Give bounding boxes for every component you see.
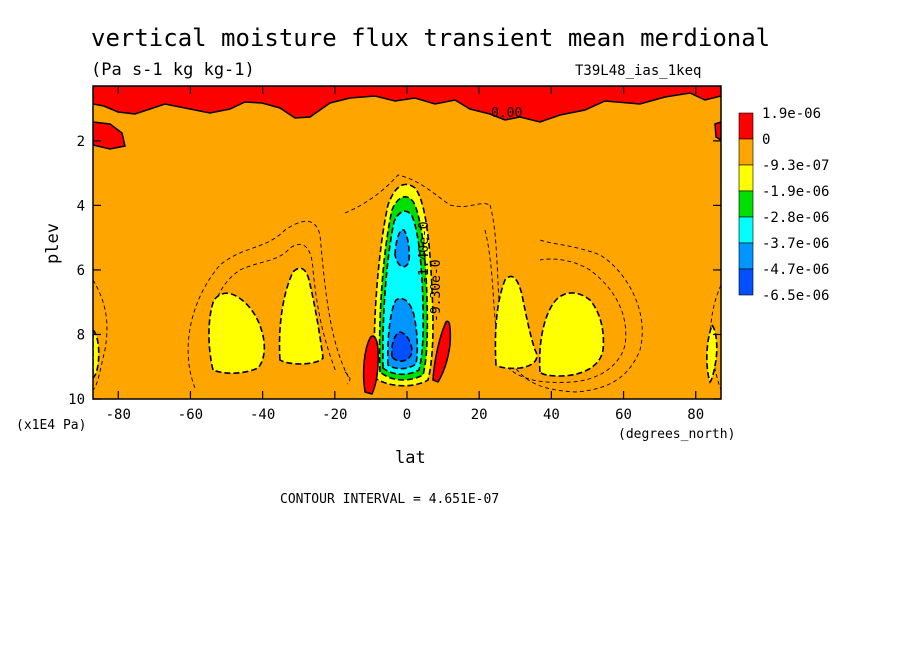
y-units: (x1E4 Pa) [16, 418, 86, 433]
yellow-lobe-right-1 [494, 275, 538, 370]
colorbar-swatch [738, 190, 754, 218]
colorbar-swatch [738, 164, 754, 192]
y-tick-label: 2 [77, 134, 85, 150]
x-axis: -80 -60 -40 -20 0 20 40 60 80 [106, 86, 704, 423]
red-sliver-left [362, 335, 379, 395]
colorbar-label: -3.7e-06 [762, 236, 829, 252]
x-tick-label: 40 [543, 407, 560, 423]
yellow-lobe-left-2 [278, 267, 324, 365]
x-tick-label: -40 [250, 407, 275, 423]
y-tick-label: 8 [77, 327, 85, 343]
x-tick-label: 60 [615, 407, 632, 423]
x-tick-label: -60 [178, 407, 203, 423]
yellow-lobe-right-3 [706, 323, 718, 384]
contour-label-2: -1.40e-0 [417, 221, 432, 284]
contour-label-1: 0.00 [491, 106, 522, 121]
colorbar-label: -6.5e-06 [762, 288, 829, 304]
x-tick-label: 20 [471, 407, 488, 423]
central-jet [373, 183, 434, 387]
x-tick-label: -20 [322, 407, 347, 423]
red-region-top [93, 86, 721, 123]
colorbar: 1.9e-06 0 -9.3e-07 -1.9e-06 -2.8e-06 -3.7e-06… [738, 106, 829, 304]
colorbar-swatch [738, 112, 754, 140]
chart-title: vertical moisture flux transient mean me… [91, 24, 770, 52]
y-tick-label: 4 [77, 198, 85, 214]
x-axis-label: lat [395, 448, 426, 468]
colorbar-label: -4.7e-06 [762, 262, 829, 278]
colorbar-label: -1.9e-06 [762, 184, 829, 200]
red-sliver-right [432, 320, 452, 383]
x-units: (degrees_north) [618, 427, 735, 442]
colorbar-label: -2.8e-06 [762, 210, 829, 226]
x-tick-label: 80 [687, 407, 704, 423]
colorbar-swatch [738, 138, 754, 166]
dataset-label: T39L48_ias_1keq [575, 63, 701, 79]
yellow-lobe-left-1 [208, 292, 266, 374]
colorbar-swatch [738, 268, 754, 296]
chart-units: (Pa s-1 kg kg-1) [91, 60, 255, 80]
contour-label-3: -9.30e-0 [429, 259, 444, 322]
y-axis-label: plev [43, 223, 63, 264]
yellow-lobe-left-edge [93, 328, 100, 380]
colorbar-label: -9.3e-07 [762, 158, 829, 174]
colorbar-label: 1.9e-06 [762, 106, 821, 122]
colorbar-label: 0 [762, 132, 770, 148]
colorbar-swatch [738, 242, 754, 270]
red-region-left [93, 121, 126, 150]
colorbar-swatch [738, 216, 754, 244]
x-tick-label: 0 [403, 407, 411, 423]
yellow-lobe-right-2 [538, 292, 605, 377]
contour-interval: CONTOUR INTERVAL = 4.651E-07 [280, 492, 499, 507]
y-tick-label: 6 [77, 263, 85, 279]
y-axis: 2 4 6 8 10 [68, 134, 721, 408]
contour-field: 0.00 -1.40e-0 -9.30e-0 [93, 86, 721, 399]
x-tick-label: -80 [106, 407, 131, 423]
y-tick-label: 10 [68, 392, 85, 408]
red-region-right-edge [714, 121, 721, 141]
